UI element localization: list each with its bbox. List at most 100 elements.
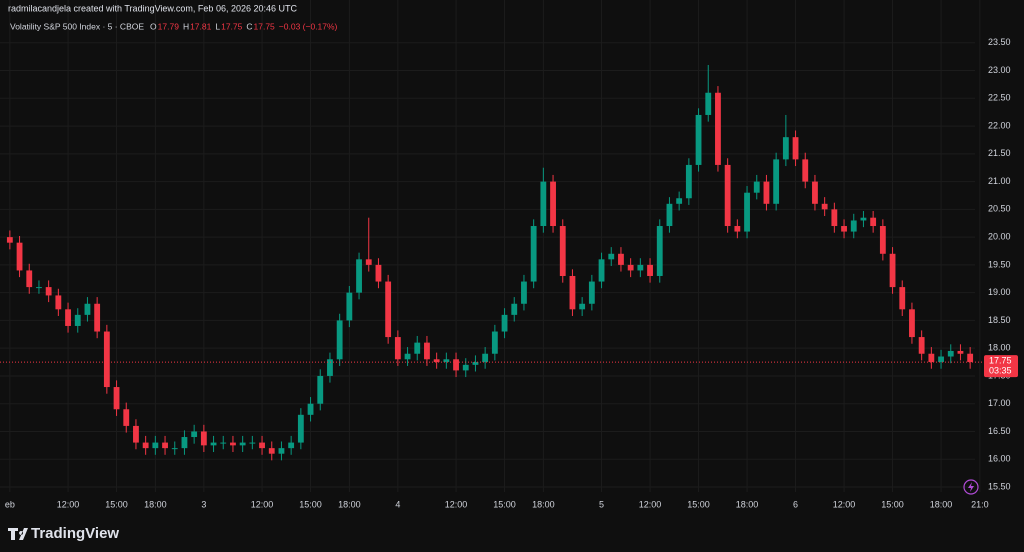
y-tick-label: 23.00 xyxy=(988,65,1011,75)
candle-body xyxy=(957,350,964,354)
candle-body xyxy=(753,181,760,193)
candle-body xyxy=(608,253,615,260)
candle-body xyxy=(336,320,343,360)
candle-body xyxy=(627,264,634,271)
candle-body xyxy=(288,442,295,449)
candle-body xyxy=(724,164,731,227)
x-tick-label: eb xyxy=(5,499,15,509)
candle-body xyxy=(559,226,566,276)
x-tick-label: 15:00 xyxy=(881,499,904,509)
candle-body xyxy=(530,226,537,282)
candle-body xyxy=(385,281,392,338)
candle-body xyxy=(928,353,935,363)
candle-body xyxy=(210,442,217,446)
candle-body xyxy=(200,431,207,446)
candle-body xyxy=(870,217,877,227)
candle-body xyxy=(802,159,809,182)
candle-body xyxy=(491,331,498,354)
candle-body xyxy=(782,137,789,160)
legend-value: 17.81 xyxy=(190,21,212,31)
y-tick-label: 22.50 xyxy=(988,93,1011,103)
countdown-label: 03:35 xyxy=(989,365,1012,375)
candle-body xyxy=(831,209,838,227)
candle-body xyxy=(230,442,236,446)
candle-body xyxy=(6,237,13,243)
candle-body xyxy=(695,114,702,165)
candle-body xyxy=(103,331,110,388)
y-tick-label: 19.50 xyxy=(988,259,1011,269)
y-tick-label: 20.00 xyxy=(988,231,1011,241)
candle-body xyxy=(550,181,556,227)
x-tick-label: 6 xyxy=(793,499,798,509)
candle-body xyxy=(705,92,712,115)
candle-body xyxy=(792,137,799,160)
candle-body xyxy=(715,92,721,165)
y-tick-label: 16.50 xyxy=(988,426,1011,436)
candle-body xyxy=(598,259,605,282)
x-tick-label: 12:00 xyxy=(251,499,274,509)
x-tick-label: 12:00 xyxy=(445,499,468,509)
legend-key: H xyxy=(183,21,189,31)
candle-body xyxy=(763,181,770,204)
candle-body xyxy=(579,303,586,310)
candle-body xyxy=(375,264,382,282)
candles xyxy=(6,64,974,461)
legend-key: O xyxy=(150,21,157,31)
y-tick-label: 22.00 xyxy=(988,120,1011,130)
candle-body xyxy=(45,287,52,296)
candle-body xyxy=(967,353,974,363)
ohlc-legend: O 17.79 H 17.81 L 17.75 C 17.75 −0.03 (−0.17%) xyxy=(150,21,338,31)
candle-body xyxy=(317,375,324,404)
alert-icon[interactable] xyxy=(963,479,979,495)
candle-body xyxy=(472,362,479,365)
candle-body xyxy=(734,226,741,232)
candle-body xyxy=(773,159,780,204)
grid xyxy=(0,0,981,492)
logo-icon xyxy=(8,528,28,540)
candle-body xyxy=(113,387,120,410)
candle-body xyxy=(656,226,663,276)
legend-value: 17.79 xyxy=(158,21,180,31)
x-tick-label: 18:00 xyxy=(532,499,555,509)
y-tick-label: 23.50 xyxy=(988,37,1011,47)
candle-body xyxy=(239,442,246,446)
candle-body xyxy=(424,342,430,360)
x-tick-label: 15:00 xyxy=(105,499,128,509)
candle-body xyxy=(249,442,256,444)
x-tick-label: 15:00 xyxy=(687,499,710,509)
x-tick-label: 18:00 xyxy=(144,499,167,509)
candle-body xyxy=(414,342,421,354)
y-tick-label: 21.00 xyxy=(988,176,1011,186)
legend-key: C xyxy=(246,21,252,31)
y-tick-label: 19.00 xyxy=(988,287,1011,297)
candle-body xyxy=(947,350,954,357)
x-tick-label: 21:0 xyxy=(971,499,989,509)
candle-body xyxy=(394,337,401,360)
candle-body xyxy=(74,314,81,326)
candle-body xyxy=(850,220,857,232)
candle-body xyxy=(152,442,159,449)
candle-body xyxy=(666,203,673,227)
candle-body xyxy=(191,431,198,438)
candle-body xyxy=(220,442,227,444)
candle-body xyxy=(365,259,372,265)
y-tick-label: 17.00 xyxy=(988,398,1011,408)
candle-body xyxy=(909,309,915,338)
x-tick-label: 12:00 xyxy=(57,499,80,509)
candle-body xyxy=(676,198,683,204)
candle-body xyxy=(879,226,886,254)
candle-body xyxy=(36,287,42,289)
x-tick-label: 4 xyxy=(395,499,400,509)
legend-key: L xyxy=(215,21,220,31)
candle-body xyxy=(637,264,644,271)
candle-body xyxy=(181,437,188,449)
x-tick-label: 18:00 xyxy=(930,499,953,509)
candle-body xyxy=(297,414,304,443)
candle-body xyxy=(259,442,265,449)
candle-body xyxy=(16,242,23,271)
alert-icon-bolt xyxy=(968,482,974,492)
x-tick-label: 5 xyxy=(599,499,604,509)
x-tick-label: 12:00 xyxy=(833,499,856,509)
